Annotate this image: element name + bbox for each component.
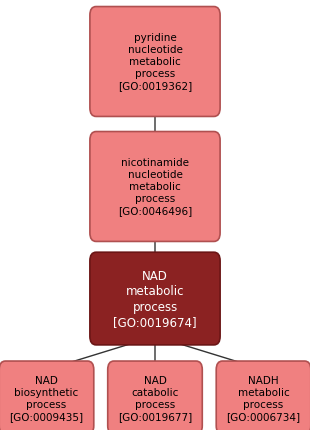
- Text: NADH
metabolic
process
[GO:0006734]: NADH metabolic process [GO:0006734]: [226, 375, 301, 421]
- Text: nicotinamide
nucleotide
metabolic
process
[GO:0046496]: nicotinamide nucleotide metabolic proces…: [118, 158, 192, 216]
- FancyBboxPatch shape: [90, 132, 220, 242]
- FancyBboxPatch shape: [90, 253, 220, 345]
- FancyBboxPatch shape: [0, 361, 94, 430]
- Text: NAD
catabolic
process
[GO:0019677]: NAD catabolic process [GO:0019677]: [118, 375, 192, 421]
- Text: NAD
metabolic
process
[GO:0019674]: NAD metabolic process [GO:0019674]: [113, 269, 197, 329]
- FancyBboxPatch shape: [108, 361, 202, 430]
- FancyBboxPatch shape: [216, 361, 310, 430]
- FancyBboxPatch shape: [90, 8, 220, 117]
- Text: pyridine
nucleotide
metabolic
process
[GO:0019362]: pyridine nucleotide metabolic process [G…: [118, 34, 192, 91]
- Text: NAD
biosynthetic
process
[GO:0009435]: NAD biosynthetic process [GO:0009435]: [9, 375, 84, 421]
